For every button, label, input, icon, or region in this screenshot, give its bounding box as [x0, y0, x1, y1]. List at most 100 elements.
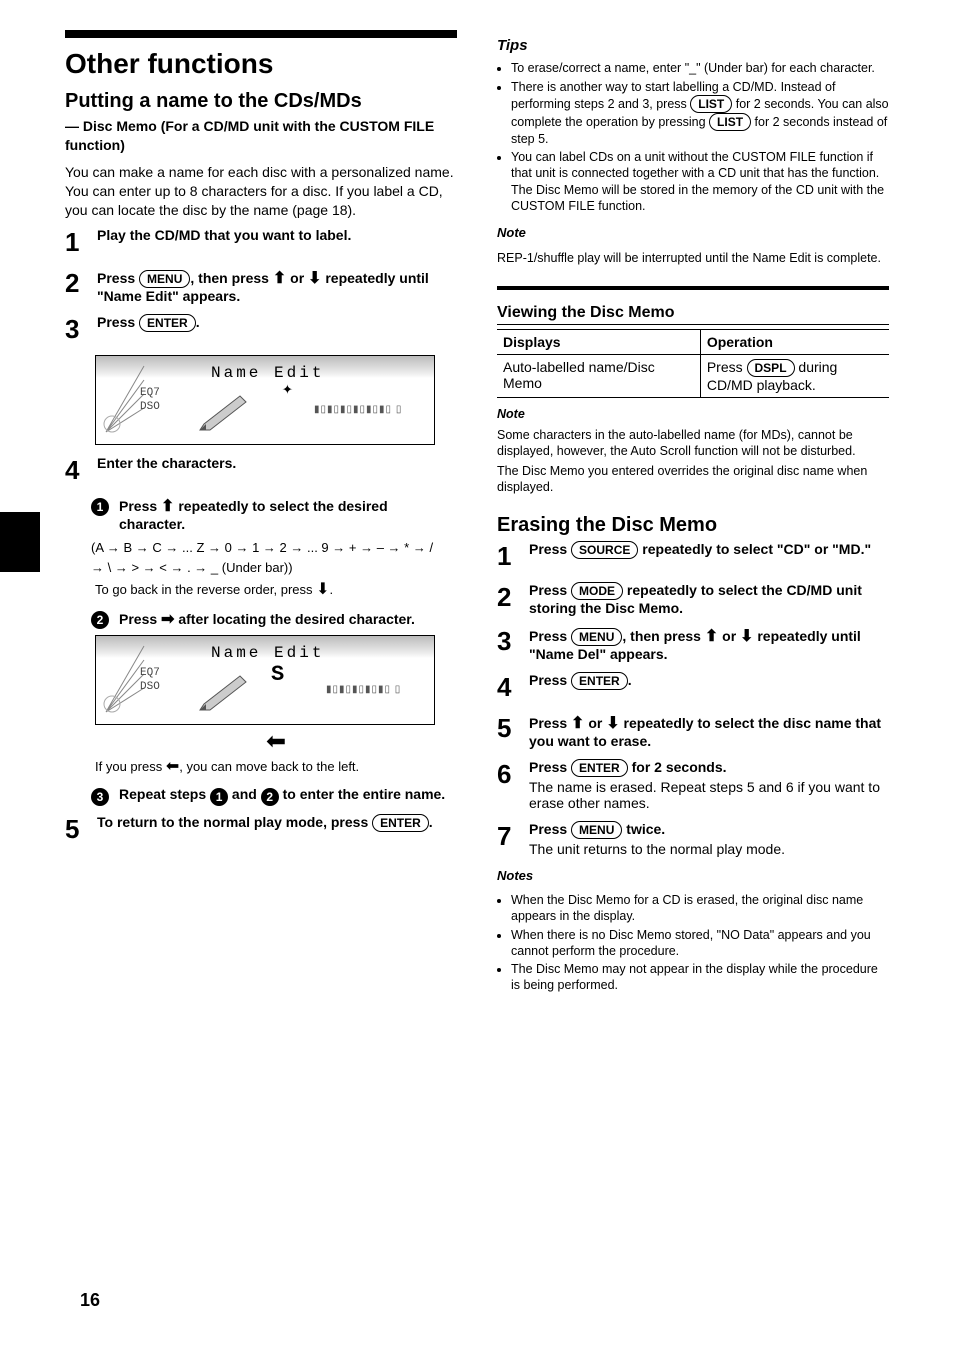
- substep-3: 3 Repeat steps 1 and 2 to enter the enti…: [91, 786, 457, 806]
- side-tab: [0, 512, 40, 572]
- note-p1: Some characters in the auto-labelled nam…: [497, 427, 889, 460]
- step-number: 2: [65, 268, 87, 304]
- note-item: The Disc Memo may not appear in the disp…: [511, 961, 889, 994]
- table-header-row: Displays Operation: [497, 329, 889, 355]
- substep-1: 1 Press ⬆ repeatedly to select the desir…: [91, 496, 457, 532]
- note-block: Note Some characters in the auto-labelle…: [497, 406, 889, 495]
- substep-2-note: If you press ⬅, you can move back to the…: [95, 756, 457, 778]
- screen-title: Name Edit: [211, 364, 324, 382]
- step-number: 1: [65, 227, 87, 258]
- step-number: 5: [497, 713, 519, 749]
- tips-list: To erase/correct a name, enter "_" (Unde…: [497, 60, 889, 214]
- substep-2: 2 Press ➡ after locating the desired cha…: [91, 609, 457, 629]
- down-arrow-icon: ⬇: [308, 270, 321, 287]
- notes-heading: Notes: [497, 867, 889, 885]
- step-number: 7: [497, 821, 519, 857]
- up-arrow-icon: ⬆: [273, 270, 286, 287]
- thick-separator: [497, 286, 889, 290]
- r-step-7: 7 Press MENU twice. The unit returns to …: [497, 821, 889, 857]
- r-step-5: 5 Press ⬆ or ⬇ repeatedly to select the …: [497, 713, 889, 749]
- tips-heading: Tips: [497, 36, 889, 56]
- r-step-5-body: Press ⬆ or ⬇ repeatedly to select the di…: [529, 713, 889, 749]
- pencil-icon: [196, 674, 256, 714]
- note-item: When the Disc Memo for a CD is erased, t…: [511, 892, 889, 925]
- circled-1-icon: 1: [210, 788, 228, 806]
- cell-displays: Auto-labelled name/Disc Memo: [497, 355, 701, 397]
- enter-button: ENTER: [571, 759, 628, 777]
- eq-bars: ▮▯▮▯▮▯▮▯▮▯▮▯ ▯: [314, 404, 402, 415]
- r-step-3-body: Press MENU, then press ⬆ or ⬇ repeatedly…: [529, 626, 889, 662]
- menu-button: MENU: [571, 821, 622, 839]
- circled-3-icon: 3: [91, 788, 109, 806]
- left-arrow-icon: ⬅: [95, 727, 457, 756]
- screen-title: Name Edit: [211, 644, 324, 662]
- page-number: 16: [80, 1290, 100, 1311]
- r-step-4-body: Press ENTER.: [529, 672, 889, 703]
- menu-button: MENU: [139, 270, 190, 288]
- enter-button: ENTER: [372, 814, 429, 832]
- r-step-1-body: Press SOURCE repeatedly to select "CD" o…: [529, 541, 889, 572]
- screen-left-labels: EQ7 DSO: [140, 386, 160, 414]
- screen-left-labels: EQ7 DSO: [140, 666, 160, 694]
- circled-2-icon: 2: [261, 788, 279, 806]
- step-1-body: Play the CD/MD that you want to label.: [97, 227, 457, 258]
- r-step-1: 1 Press SOURCE repeatedly to select "CD"…: [497, 541, 889, 572]
- r-step-7-body: Press MENU twice. The unit returns to th…: [529, 821, 889, 857]
- note-item: When there is no Disc Memo stored, "NO D…: [511, 927, 889, 960]
- step-1: 1 Play the CD/MD that you want to label.: [65, 227, 457, 258]
- r-step-7-light: The unit returns to the normal play mode…: [529, 841, 889, 857]
- step-number: 3: [65, 314, 87, 345]
- screen-cursor: ✦: [282, 378, 295, 400]
- tip-item: There is another way to start labelling …: [511, 79, 889, 148]
- step-2-body: Press MENU, then press ⬆ or ⬇ repeatedly…: [97, 268, 457, 304]
- substep-1-note: To go back in the reverse order, press ⬇…: [95, 579, 457, 601]
- step-4-body: Enter the characters.: [97, 455, 457, 486]
- step-3: 3 Press ENTER.: [65, 314, 457, 345]
- display-screen-2: Name Edit EQ7 DSO S ▮▯▮▯▮▯▮▯▮▯ ▯: [95, 635, 435, 725]
- r-step-2-body: Press MODE repeatedly to select the CD/M…: [529, 582, 889, 616]
- r-step-2: 2 Press MODE repeatedly to select the CD…: [497, 582, 889, 616]
- pencil-icon: [196, 394, 256, 434]
- step-5-body: To return to the normal play mode, press…: [97, 814, 457, 845]
- subheading-note: — Disc Memo (For a CD/MD unit with the C…: [65, 117, 457, 155]
- r-step-4: 4 Press ENTER.: [497, 672, 889, 703]
- left-column: Other functions Putting a name to the CD…: [65, 30, 457, 1004]
- col-operation: Operation: [701, 330, 889, 354]
- menu-button: MENU: [571, 628, 622, 646]
- erasing-heading: Erasing the Disc Memo: [497, 514, 889, 537]
- enter-button: ENTER: [571, 672, 628, 690]
- r-step-6-body: Press ENTER for 2 seconds. The name is e…: [529, 759, 889, 811]
- note-heading: Note: [497, 224, 889, 242]
- step-3-body: Press ENTER.: [97, 314, 457, 345]
- substep-3-text: Repeat steps 1 and 2 to enter the entire…: [119, 786, 445, 802]
- source-button: SOURCE: [571, 541, 638, 559]
- col-displays: Displays: [497, 330, 701, 354]
- note-heading: Note: [497, 406, 889, 422]
- viewing-heading: Viewing the Disc Memo: [497, 304, 889, 325]
- right-column: Tips To erase/correct a name, enter "_" …: [497, 30, 889, 1004]
- list-button: LIST: [709, 113, 751, 131]
- right-arrow-icon: ➡: [161, 611, 174, 628]
- character-sequence: (A → B → C → ... Z → 0 → 1 → 2 → ... 9 →…: [91, 538, 447, 577]
- step-5: 5 To return to the normal play mode, pre…: [65, 814, 457, 845]
- substep-1-text: Press ⬆ repeatedly to select the desired…: [119, 498, 388, 532]
- step-number: 3: [497, 626, 519, 662]
- step-2: 2 Press MENU, then press ⬆ or ⬇ repeated…: [65, 268, 457, 304]
- step-number: 4: [65, 455, 87, 486]
- list-button: LIST: [690, 95, 732, 113]
- substep-2-text: Press ➡ after locating the desired chara…: [119, 611, 415, 627]
- circled-2-icon: 2: [91, 611, 109, 629]
- mode-button: MODE: [571, 582, 623, 600]
- cell-operation: Press DSPL during CD/MD playback.: [701, 355, 889, 397]
- r-step-6: 6 Press ENTER for 2 seconds. The name is…: [497, 759, 889, 811]
- r-step-6-light: The name is erased. Repeat steps 5 and 6…: [529, 779, 889, 811]
- tip-item: To erase/correct a name, enter "_" (Unde…: [511, 60, 889, 76]
- note-text: REP-1/shuffle play will be interrupted u…: [497, 250, 889, 267]
- r-step-3: 3 Press MENU, then press ⬆ or ⬇ repeated…: [497, 626, 889, 662]
- up-arrow-icon: ⬆: [161, 498, 174, 515]
- step-number: 4: [497, 672, 519, 703]
- step-number: 2: [497, 582, 519, 616]
- main-heading: Other functions: [65, 48, 457, 80]
- up-arrow-icon: ⬆: [705, 628, 718, 645]
- step-number: 6: [497, 759, 519, 811]
